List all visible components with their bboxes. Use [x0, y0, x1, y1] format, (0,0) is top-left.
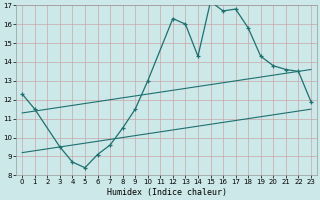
X-axis label: Humidex (Indice chaleur): Humidex (Indice chaleur)	[107, 188, 227, 197]
